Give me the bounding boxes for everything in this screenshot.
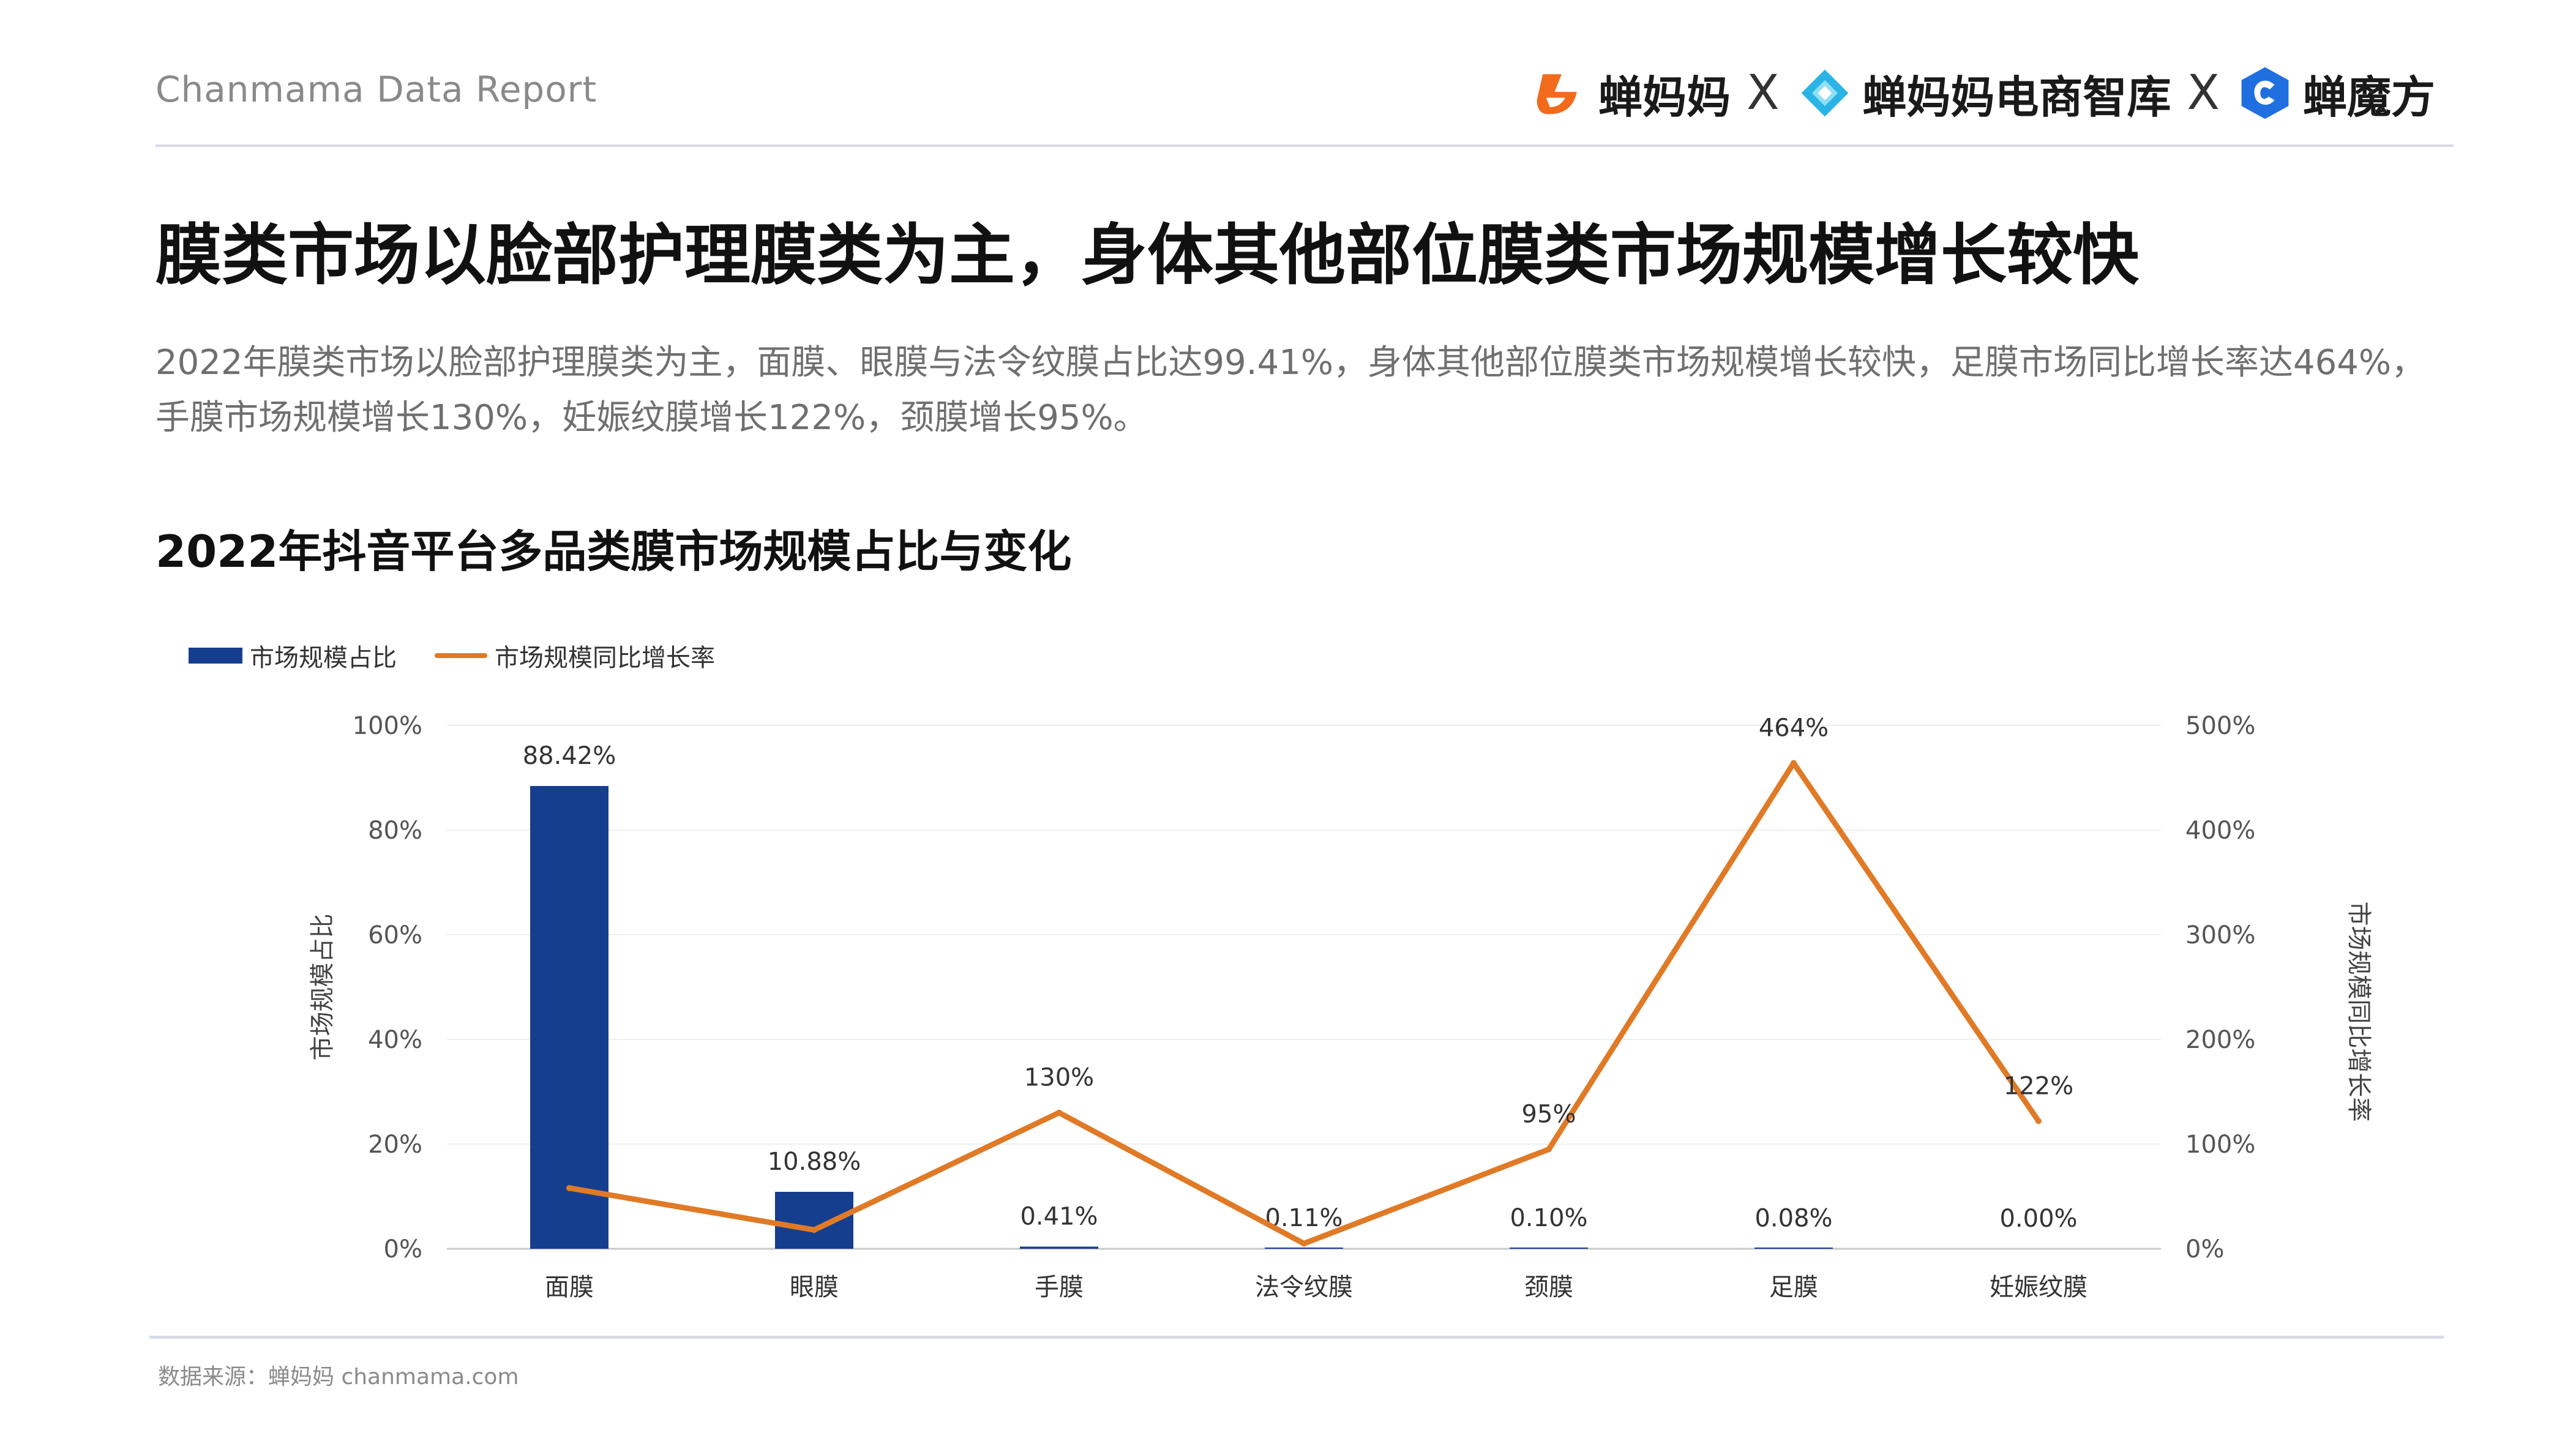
line-point — [1056, 1109, 1062, 1116]
legend-swatch-line — [435, 653, 487, 658]
line-point — [1791, 760, 1797, 766]
line-point — [566, 1184, 572, 1191]
bar-data-label: 10.88% — [768, 1148, 861, 1176]
x-tick-label: 面膜 — [545, 1273, 594, 1301]
y-right-tick-label: 500% — [2185, 712, 2255, 740]
y-right-tick-label: 100% — [2185, 1131, 2255, 1159]
footer-divider — [149, 1336, 2444, 1339]
bar-data-label: 0.41% — [1020, 1202, 1098, 1230]
y-right-tick-label: 0% — [2185, 1235, 2224, 1263]
logo-separator: X — [1747, 65, 1780, 121]
logo-chanmama: 蝉妈妈 — [1531, 61, 1731, 125]
x-tick-label: 足膜 — [1769, 1273, 1818, 1301]
bar — [1020, 1246, 1098, 1249]
bar-data-label: 88.42% — [523, 742, 616, 770]
line-point — [811, 1227, 817, 1233]
header-divider — [155, 144, 2454, 147]
logo-zhiku: 蝉妈妈电商智库 — [1795, 61, 2171, 125]
chanmama-logo-icon — [1537, 74, 1577, 114]
bar-data-label: 0.00% — [1999, 1205, 2077, 1233]
y-left-tick-label: 100% — [353, 712, 422, 740]
logo-chanmama-text: 蝉妈妈 — [1598, 71, 1731, 123]
x-tick-label: 手膜 — [1035, 1273, 1084, 1301]
report-label: Chanmama Data Report — [155, 69, 597, 110]
bar-data-label: 0.08% — [1754, 1204, 1832, 1232]
chart-title: 2022年抖音平台多品类膜市场规模占比与变化 — [155, 526, 1072, 577]
y-right-tick-label: 300% — [2185, 921, 2255, 949]
y-left-tick-label: 20% — [368, 1131, 422, 1159]
x-tick-label: 眼膜 — [790, 1273, 839, 1301]
line-data-label: 122% — [2004, 1072, 2073, 1100]
line-data-label: 130% — [1024, 1064, 1094, 1092]
legend-item-growth: 市场规模同比增长率 — [435, 638, 715, 673]
y-left-tick-label: 80% — [368, 817, 422, 845]
line-point — [1301, 1240, 1307, 1247]
bar-data-label: 0.10% — [1510, 1204, 1587, 1232]
y-right-axis-title: 市场规模同比增长率 — [2345, 902, 2373, 1122]
zhiku-logo-icon — [1801, 69, 1848, 117]
chart-legend: 市场规模占比 市场规模同比增长率 — [189, 638, 753, 673]
combo-chart: 0% 0% 20% 100% 40% 200% 60% 300% 80% 400% 100% 500%… — [309, 712, 2373, 1301]
partner-logos: 蝉妈妈 X 蝉妈妈电商智库 X 蝉魔方 — [1531, 56, 2435, 130]
legend-label-growth: 市场规模同比增长率 — [495, 644, 715, 672]
bar — [775, 1191, 853, 1249]
bar — [1754, 1248, 1833, 1249]
y-left-tick-label: 0% — [384, 1235, 422, 1263]
legend-swatch-bar — [189, 648, 242, 664]
logo-separator: X — [2187, 65, 2220, 121]
page-title: 膜类市场以脸部护理膜类为主，身体其他部位膜类市场规模增长较快 — [155, 217, 2140, 294]
bar — [1265, 1248, 1343, 1249]
x-tick-label: 法令纹膜 — [1255, 1273, 1353, 1301]
logo-zhiku-text: 蝉妈妈电商智库 — [1862, 71, 2171, 123]
logo-chanmofang: 蝉魔方 — [2236, 61, 2435, 125]
bar — [1510, 1248, 1588, 1249]
y-left-axis-title: 市场规模占比 — [309, 914, 337, 1061]
y-left-tick-label: 40% — [368, 1026, 422, 1054]
line-point — [2035, 1118, 2042, 1125]
legend-item-share: 市场规模占比 — [189, 638, 397, 673]
bar — [530, 786, 608, 1249]
y-left-tick-label: 60% — [368, 921, 422, 949]
y-right-tick-label: 400% — [2185, 817, 2255, 845]
line-point — [1546, 1146, 1552, 1153]
y-right-tick-label: 200% — [2185, 1026, 2255, 1054]
line-data-label: 464% — [1759, 714, 1829, 743]
data-source: 数据来源：蝉妈妈 chanmama.com — [158, 1364, 519, 1390]
chanmofang-logo-icon — [2241, 67, 2289, 119]
logo-chanmofang-text: 蝉魔方 — [2302, 71, 2435, 123]
page-description: 2022年膜类市场以脸部护理膜类为主，面膜、眼膜与法令纹膜占比达99.41%，身… — [155, 343, 2426, 438]
x-tick-label: 颈膜 — [1524, 1273, 1573, 1301]
x-tick-label: 妊娠纹膜 — [1990, 1273, 2087, 1301]
line-data-label: 95% — [1522, 1101, 1576, 1129]
legend-label-share: 市场规模占比 — [250, 644, 397, 672]
